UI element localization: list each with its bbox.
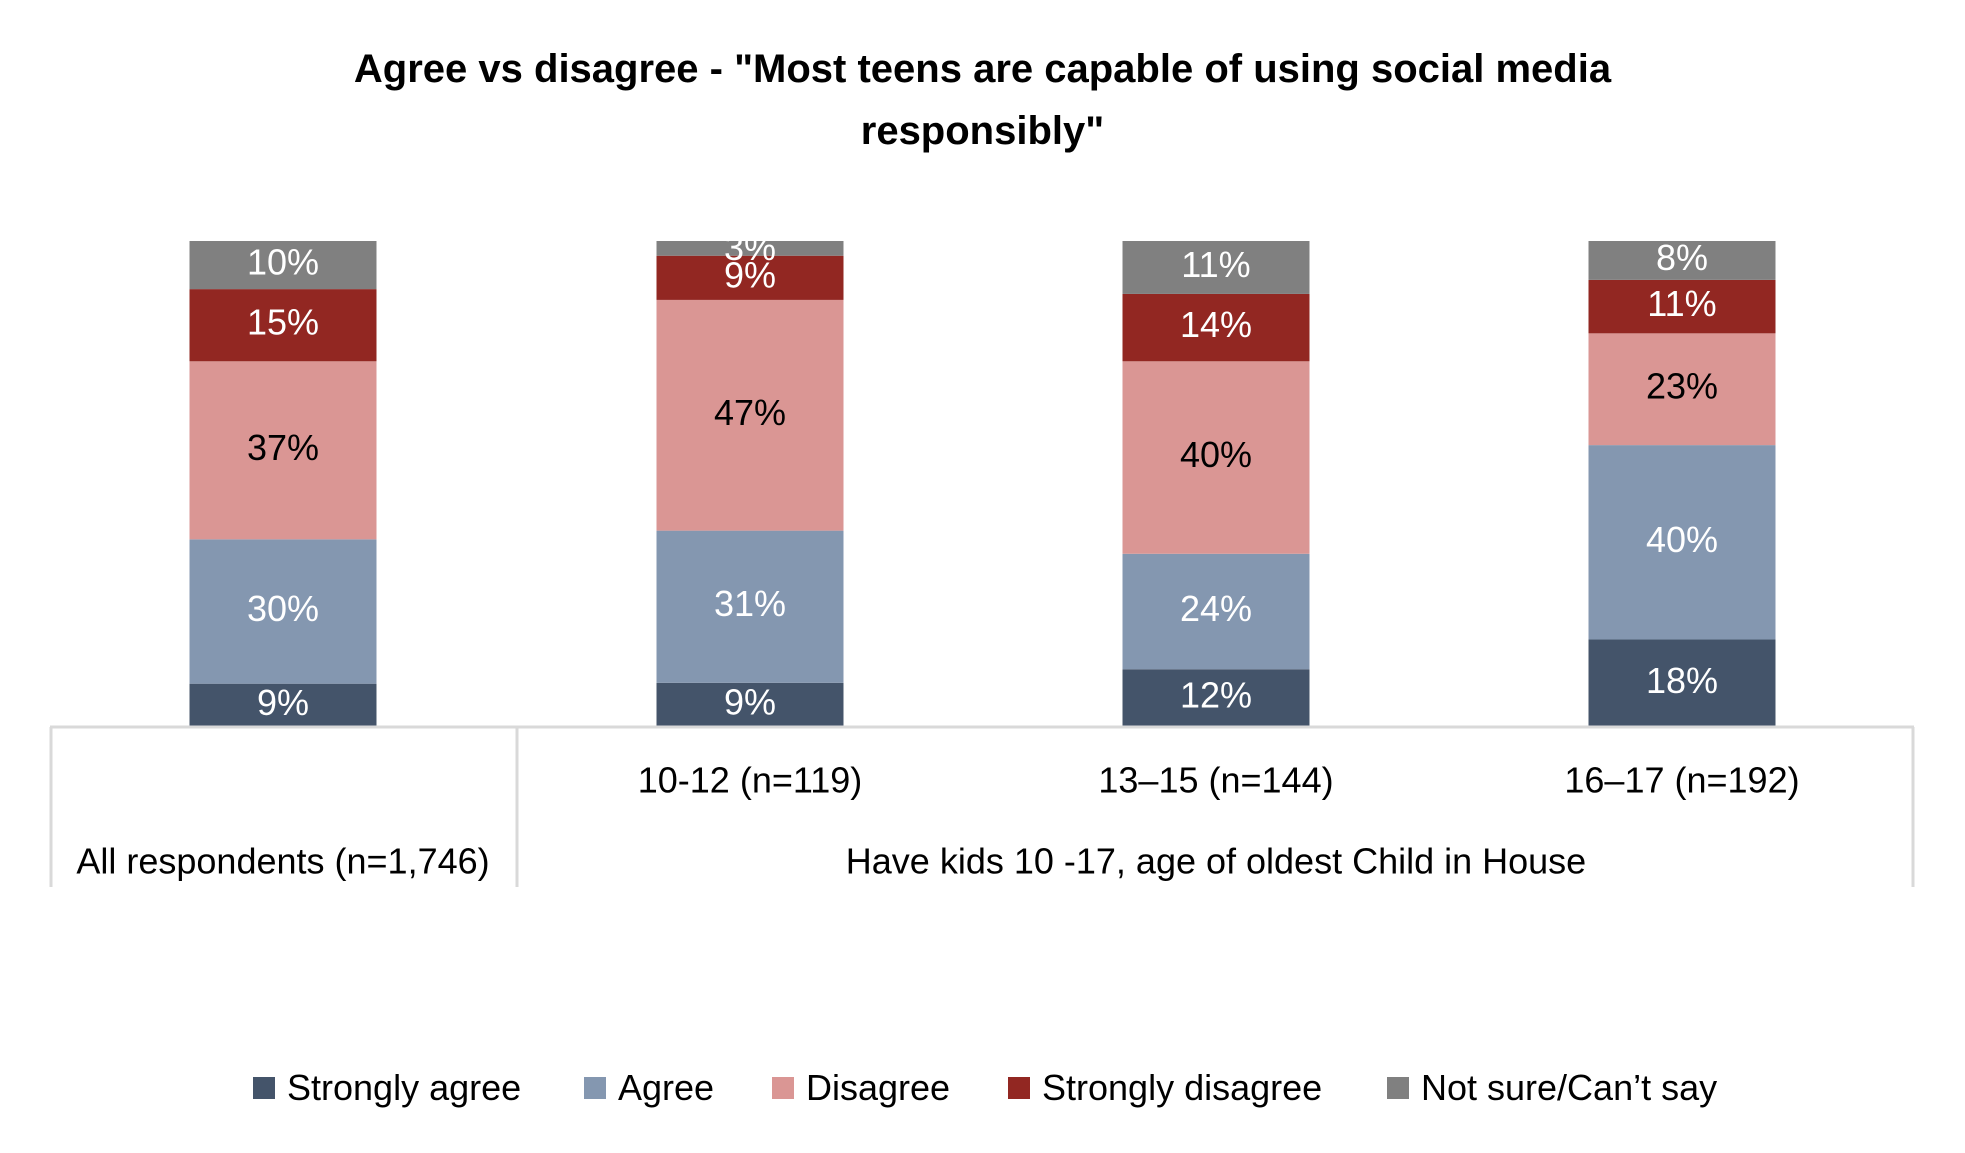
bar-segment-disagree[interactable]: [189, 361, 377, 540]
legend-swatch-strongly-disagree: [1008, 1077, 1030, 1099]
bar-stack-13-15-n-144: 12% 24% 40% 14% 11%: [1122, 241, 1310, 727]
category-label-13-15: 13–15 (n=144): [1098, 760, 1333, 801]
data-label-not-sure-can-t-say: 3%: [724, 227, 776, 268]
data-label-not-sure-can-t-say: 10%: [247, 242, 319, 283]
bar-segment-not-sure-can-t-say[interactable]: [656, 241, 844, 256]
legend: Strongly agree Agree Disagree Strongly d…: [0, 1064, 1965, 1112]
data-label-not-sure-can-t-say: 11%: [1181, 244, 1250, 285]
bar-segment-strongly-agree[interactable]: [1588, 639, 1776, 727]
legend-label: Strongly disagree: [1042, 1067, 1323, 1108]
legend-swatch-not-sure: [1387, 1077, 1409, 1099]
bar-segment-disagree[interactable]: [1122, 361, 1310, 554]
category-label-10-12: 10-12 (n=119): [638, 760, 863, 801]
bar-segment-not-sure-can-t-say[interactable]: [1122, 241, 1310, 294]
legend-label: Agree: [618, 1067, 715, 1108]
data-label-agree: 31%: [714, 583, 786, 624]
bar-segment-agree[interactable]: [189, 539, 377, 684]
bar-segment-strongly-agree[interactable]: [189, 683, 377, 727]
group-label-have-kids: Have kids 10 -17, age of oldest Child in…: [846, 841, 1586, 882]
legend-item-disagree[interactable]: Disagree: [772, 1064, 950, 1112]
bar-stack-10-12-n-119: 9%31%47%9%3%: [656, 227, 844, 727]
bar-segment-strongly-disagree[interactable]: [1122, 293, 1310, 362]
legend-swatch-strongly-agree: [253, 1077, 275, 1099]
legend-item-agree[interactable]: Agree: [584, 1064, 714, 1112]
legend-label: Strongly agree: [287, 1067, 522, 1108]
data-label-disagree: 37%: [247, 427, 319, 468]
data-label-strongly-agree: 12%: [1180, 675, 1252, 716]
chart-title: Agree vs disagree - "Most teens are capa…: [0, 38, 1965, 162]
data-label-agree: 30%: [247, 588, 319, 629]
data-label-disagree: 23%: [1646, 366, 1718, 407]
bar-segment-disagree[interactable]: [656, 299, 844, 531]
legend-swatch-disagree: [772, 1077, 794, 1099]
data-label-strongly-disagree: 14%: [1180, 304, 1252, 345]
legend-item-strongly-disagree[interactable]: Strongly disagree: [1008, 1064, 1322, 1112]
data-label-agree: 24%: [1180, 588, 1252, 629]
bar-segment-strongly-disagree[interactable]: [656, 255, 844, 300]
bar-segment-strongly-agree[interactable]: [1122, 669, 1310, 727]
chart-title-line-1: Agree vs disagree - "Most teens are capa…: [353, 47, 1612, 91]
data-label-not-sure-can-t-say: 8%: [1656, 237, 1708, 278]
data-label-disagree: 47%: [714, 392, 786, 433]
group-label-all-respondents: All respondents (n=1,746): [76, 841, 489, 882]
category-label-16-17: 16–17 (n=192): [1564, 760, 1799, 801]
bar-segment-not-sure-can-t-say[interactable]: [1588, 241, 1776, 280]
bar-segment-agree[interactable]: [1122, 553, 1310, 670]
bar-segment-disagree[interactable]: [1588, 333, 1776, 446]
category-axis: 10-12 (n=119) 13–15 (n=144) 16–17 (n=192…: [49, 725, 1915, 887]
data-label-strongly-agree: 9%: [724, 681, 776, 722]
data-label-strongly-agree: 9%: [257, 682, 309, 723]
chart-title-line-2: responsibly": [860, 109, 1105, 153]
data-label-strongly-disagree: 15%: [247, 302, 319, 343]
bars-group: 9%30%37%15%10%9%31%47%9%3%12%24%40%14%11…: [189, 227, 1776, 727]
data-label-strongly-disagree: 9%: [724, 254, 776, 295]
data-label-agree: 40%: [1646, 519, 1718, 560]
legend-label: Disagree: [806, 1067, 951, 1108]
legend-label: Not sure/Can’t say: [1421, 1067, 1718, 1108]
legend-item-not-sure[interactable]: Not sure/Can’t say: [1387, 1064, 1717, 1112]
data-label-strongly-agree: 18%: [1646, 660, 1718, 701]
bar-segment-agree[interactable]: [656, 530, 844, 683]
legend-swatch-agree: [584, 1077, 606, 1099]
legend-item-strongly-agree[interactable]: Strongly agree: [253, 1064, 521, 1112]
bar-segment-agree[interactable]: [1588, 445, 1776, 640]
data-label-disagree: 40%: [1180, 434, 1252, 475]
bar-segment-strongly-disagree[interactable]: [189, 289, 377, 362]
bar-stack-all-respondents-n-1-746: 9% 30% 37% 15% 10%: [189, 241, 377, 727]
bar-segment-not-sure-can-t-say[interactable]: [189, 241, 377, 290]
bar-segment-strongly-disagree[interactable]: [1588, 279, 1776, 334]
bar-segment-strongly-agree[interactable]: [656, 682, 844, 727]
data-label-strongly-disagree: 11%: [1647, 283, 1716, 324]
bar-stack-16-17-n-192: 18% 40% 23% 11% 8%: [1588, 237, 1776, 727]
